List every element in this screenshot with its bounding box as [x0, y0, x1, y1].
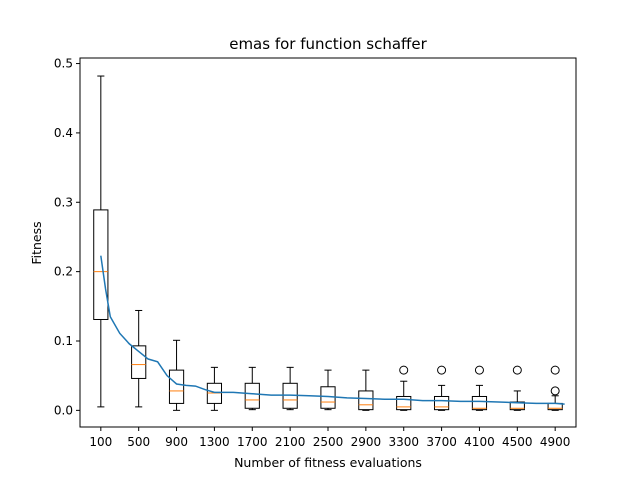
box-plot [131, 309, 147, 408]
y-tick-label: 0.0 [54, 403, 73, 417]
box-plot [396, 365, 412, 411]
y-tick-label: 0.1 [54, 334, 73, 348]
box [244, 382, 260, 409]
box [168, 369, 185, 404]
mean-line [100, 255, 565, 405]
mean-line-group [100, 255, 565, 405]
y-tick-label: 0.2 [54, 265, 73, 279]
box [358, 390, 374, 411]
box-plot [168, 339, 185, 411]
x-tick-label: 4500 [502, 435, 533, 449]
box-plot [206, 366, 223, 411]
x-tick-label: 2900 [351, 435, 382, 449]
x-axis-label: Number of fitness evaluations [234, 455, 422, 470]
axes-frame [79, 57, 577, 428]
x-tick-label: 3300 [388, 435, 419, 449]
y-tick-label: 0.4 [54, 126, 73, 140]
outlier-point [550, 386, 560, 396]
box [131, 345, 147, 379]
x-tick-label: 2500 [313, 435, 344, 449]
x-tick-label: 2100 [275, 435, 306, 449]
box-plot [93, 75, 109, 408]
x-tick-label: 4100 [464, 435, 495, 449]
outlier-point [512, 365, 522, 375]
y-tick-label: 0.3 [54, 195, 73, 209]
box-plot [244, 366, 260, 411]
chart-title: emas for function schaffer [229, 35, 427, 53]
y-axis: 0.0 0.1 0.2 0.3 0.4 0.5 [54, 57, 80, 417]
x-tick-label: 500 [127, 435, 150, 449]
x-tick-label: 3700 [426, 435, 457, 449]
outlier-point [474, 365, 484, 375]
y-axis-label: Fitness [29, 221, 44, 264]
box-plot [433, 365, 450, 411]
box-plot [358, 369, 374, 411]
box [471, 395, 488, 411]
outlier-point [550, 365, 560, 375]
x-tick-label: 1700 [237, 435, 268, 449]
x-tick-label: 4900 [540, 435, 571, 449]
outlier-point [399, 365, 409, 375]
x-tick-label: 1300 [199, 435, 230, 449]
box-plot [471, 365, 488, 411]
box-plot [547, 365, 563, 411]
box [396, 395, 412, 411]
y-tick-label: 0.5 [54, 57, 73, 71]
box [93, 209, 109, 320]
box-plots [93, 75, 563, 411]
x-tick-label: 900 [165, 435, 188, 449]
x-tick-label: 100 [89, 435, 112, 449]
outlier-point [437, 365, 447, 375]
box [433, 395, 450, 411]
x-axis: 100 500 900 1300 1700 2100 2500 2900 3300 3700 410… [89, 427, 570, 449]
